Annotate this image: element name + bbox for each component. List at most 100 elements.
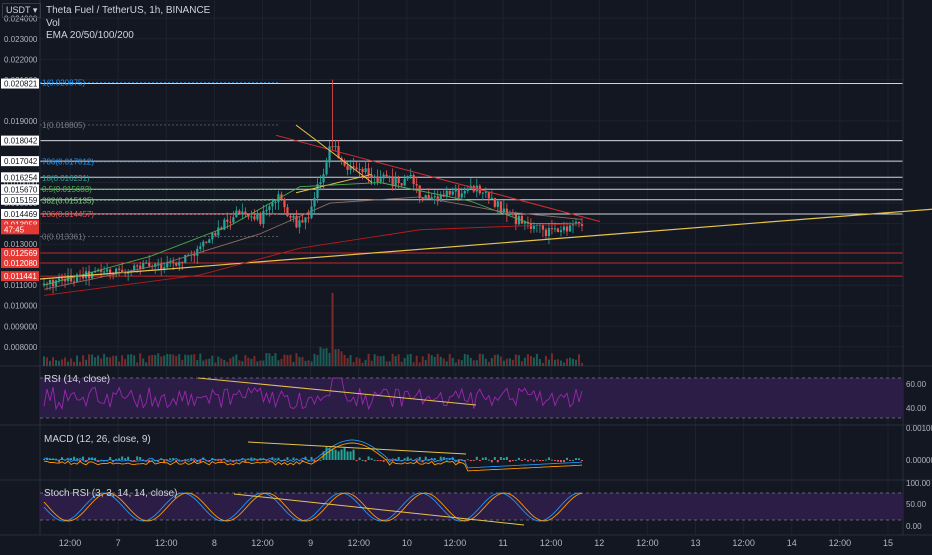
volume-bar: [196, 360, 199, 366]
volume-bar: [520, 361, 523, 366]
candle-body: [388, 176, 391, 178]
volume-bar: [112, 355, 115, 366]
macd-tick-label: 0.001000: [906, 424, 932, 433]
fib-level-label: 1(0.020875): [42, 78, 85, 87]
candle-body: [331, 146, 334, 148]
volume-bar: [121, 355, 124, 366]
volume-bar: [532, 357, 535, 366]
candle-body: [433, 196, 436, 198]
volume-label: Vol: [46, 18, 60, 29]
rsi-divergence-line: [197, 377, 477, 406]
candle-body: [484, 191, 487, 193]
candle-body: [394, 177, 397, 187]
candle-body: [316, 184, 319, 198]
volume-bar: [247, 357, 250, 366]
price-tick-label: 0.008000: [4, 343, 38, 352]
candle-body: [511, 213, 514, 215]
macd-histogram-bar: [352, 449, 355, 460]
price-level-box: [1, 184, 39, 195]
candle-body: [205, 241, 208, 243]
candle-body: [178, 261, 181, 266]
volume-bar: [79, 361, 82, 366]
macd-histogram-bar: [517, 457, 520, 460]
volume-bar: [67, 361, 70, 366]
price-tick-label: 0.013000: [4, 240, 38, 249]
rsi-tick-label: 60.00: [906, 380, 927, 389]
candle-body: [454, 188, 457, 192]
macd-histogram-bar: [238, 459, 241, 461]
macd-tick-label: 0.000000: [906, 456, 932, 465]
macd-histogram-bar: [328, 448, 331, 460]
price-level-box: [1, 271, 39, 282]
macd-histogram-bar: [151, 459, 154, 461]
candle-body: [541, 224, 545, 230]
macd-histogram-bar: [130, 460, 133, 461]
volume-bar: [43, 356, 45, 366]
price-level-label: 0.018042: [4, 137, 38, 146]
volume-bar: [199, 353, 202, 366]
candle-body: [517, 215, 520, 225]
time-tick-label: 12:00: [636, 538, 659, 548]
volume-bar: [448, 354, 451, 366]
candle-body: [373, 176, 376, 178]
candle-body: [60, 278, 64, 280]
candle-body: [334, 146, 337, 148]
macd-label: MACD (12, 26, close, 9): [44, 434, 151, 445]
macd-histogram-bar: [55, 458, 58, 460]
volume-bar: [184, 354, 187, 366]
macd-histogram-bar: [568, 460, 571, 461]
macd-histogram-bar: [490, 460, 493, 463]
volume-bar: [484, 358, 487, 366]
currency-badge[interactable]: USDT ▾: [2, 3, 42, 18]
candle-body: [145, 262, 148, 264]
macd-histogram-bar: [463, 460, 466, 462]
macd-histogram-bar: [487, 459, 490, 461]
volume-bar: [172, 354, 175, 366]
volume-bar: [436, 353, 439, 366]
volume-bar: [280, 358, 283, 366]
volume-bar: [163, 355, 166, 366]
candle-body: [211, 233, 214, 240]
ema-20-line: [43, 182, 582, 286]
volume-bar: [454, 362, 457, 366]
candle-body: [385, 174, 388, 177]
macd-histogram-bar: [427, 459, 430, 461]
candle-body: [571, 223, 575, 226]
price-level-box: [1, 247, 39, 258]
macd-histogram-bar: [376, 460, 379, 461]
volume-bar: [235, 354, 238, 366]
macd-histogram-bar: [217, 460, 220, 461]
macd-histogram-bar: [313, 460, 316, 462]
volume-bar: [562, 362, 565, 366]
candle-body: [418, 185, 421, 199]
candle-body: [319, 182, 322, 185]
volume-bar: [187, 355, 190, 366]
volume-bar: [208, 358, 211, 366]
volume-bar: [406, 354, 409, 366]
candle-body: [532, 225, 536, 229]
volume-bar: [298, 357, 301, 366]
macd-histogram-bar: [532, 460, 535, 462]
candle-body: [100, 269, 103, 272]
volume-bar: [55, 360, 58, 366]
macd-histogram-bar: [97, 460, 100, 462]
volume-bar: [205, 359, 208, 366]
candle-body: [406, 176, 409, 179]
candle-body: [214, 233, 217, 236]
volume-bar: [493, 354, 496, 366]
volume-bar: [319, 347, 322, 366]
candle-body: [241, 211, 244, 214]
volume-bar: [328, 352, 331, 366]
macd-histogram-bar: [577, 458, 580, 460]
candle-body: [577, 221, 581, 225]
macd-histogram-bar: [418, 456, 421, 460]
volume-bar: [565, 358, 568, 366]
macd-histogram-bar: [523, 458, 526, 460]
volume-bar: [154, 354, 157, 366]
macd-histogram-bar: [343, 447, 346, 460]
candle-body: [451, 191, 454, 195]
volume-bar: [133, 355, 136, 366]
candle-body: [184, 255, 187, 263]
